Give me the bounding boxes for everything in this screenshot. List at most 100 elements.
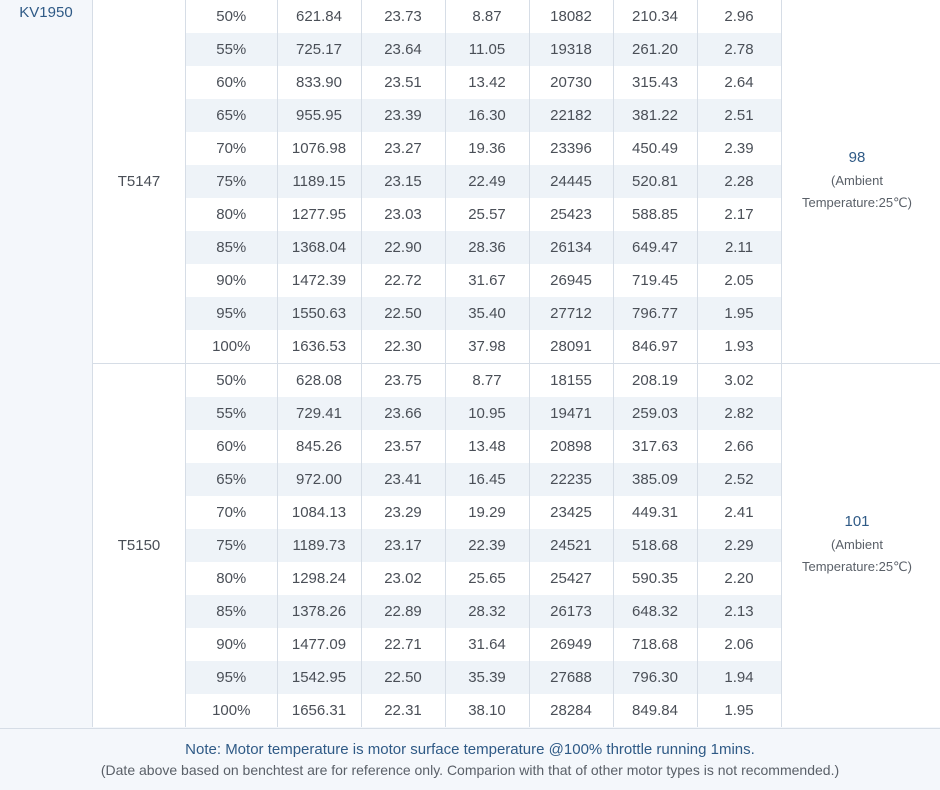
table-row: 50% 628.08 23.75 8.77 18155 208.19 3.02	[186, 364, 782, 397]
thrust-cell: 1472.39	[277, 264, 362, 297]
footer-note: Note: Motor temperature is motor surface…	[185, 741, 755, 758]
throttle-cell: 85%	[186, 231, 278, 264]
efficiency-cell: 2.64	[697, 66, 782, 99]
voltage-cell: 23.15	[361, 165, 446, 198]
rpm-cell: 26949	[529, 628, 614, 661]
efficiency-cell: 2.52	[697, 463, 782, 496]
thrust-cell: 1636.53	[277, 330, 362, 363]
efficiency-cell: 2.20	[697, 562, 782, 595]
voltage-cell: 23.73	[361, 0, 446, 33]
throttle-cell: 70%	[186, 132, 278, 165]
thrust-cell: 833.90	[277, 66, 362, 99]
voltage-cell: 22.71	[361, 628, 446, 661]
efficiency-cell: 1.94	[697, 661, 782, 694]
rpm-cell: 18155	[529, 364, 614, 397]
power-cell: 718.68	[613, 628, 698, 661]
footer-notes: Note: Motor temperature is motor surface…	[0, 728, 940, 790]
table-row: 60% 845.26 23.57 13.48 20898 317.63 2.66	[186, 430, 782, 463]
current-cell: 28.32	[445, 595, 530, 628]
efficiency-cell: 3.02	[697, 364, 782, 397]
rpm-cell: 28091	[529, 330, 614, 363]
throttle-cell: 60%	[186, 66, 278, 99]
efficiency-cell: 2.13	[697, 595, 782, 628]
voltage-cell: 23.39	[361, 99, 446, 132]
power-cell: 649.47	[613, 231, 698, 264]
power-cell: 796.30	[613, 661, 698, 694]
current-cell: 31.67	[445, 264, 530, 297]
rpm-cell: 24445	[529, 165, 614, 198]
voltage-cell: 23.64	[361, 33, 446, 66]
efficiency-cell: 2.06	[697, 628, 782, 661]
table-row: 70% 1076.98 23.27 19.36 23396 450.49 2.39	[186, 132, 782, 165]
current-cell: 35.39	[445, 661, 530, 694]
efficiency-cell: 1.95	[697, 694, 782, 727]
current-cell: 25.65	[445, 562, 530, 595]
throttle-cell: 65%	[186, 463, 278, 496]
table-row: 70% 1084.13 23.29 19.29 23425 449.31 2.41	[186, 496, 782, 529]
throttle-cell: 75%	[186, 529, 278, 562]
rpm-cell: 19471	[529, 397, 614, 430]
throttle-cell: 60%	[186, 430, 278, 463]
current-cell: 10.95	[445, 397, 530, 430]
thrust-cell: 1189.73	[277, 529, 362, 562]
rpm-cell: 28284	[529, 694, 614, 727]
table-row: 85% 1378.26 22.89 28.32 26173 648.32 2.13	[186, 595, 782, 628]
thrust-cell: 845.26	[277, 430, 362, 463]
voltage-cell: 23.57	[361, 430, 446, 463]
power-cell: 849.84	[613, 694, 698, 727]
power-cell: 385.09	[613, 463, 698, 496]
thrust-cell: 1076.98	[277, 132, 362, 165]
thrust-cell: 1477.09	[277, 628, 362, 661]
current-cell: 16.45	[445, 463, 530, 496]
thrust-cell: 1277.95	[277, 198, 362, 231]
table-row: 80% 1277.95 23.03 25.57 25423 588.85 2.17	[186, 198, 782, 231]
prop-group-t5150: T5150 50% 628.08 23.75 8.77 18155 208.19 3.02 5…	[93, 364, 940, 727]
throttle-cell: 85%	[186, 595, 278, 628]
voltage-cell: 22.31	[361, 694, 446, 727]
thrust-cell: 1084.13	[277, 496, 362, 529]
power-cell: 590.35	[613, 562, 698, 595]
current-cell: 19.36	[445, 132, 530, 165]
table-row: 55% 725.17 23.64 11.05 19318 261.20 2.78	[186, 33, 782, 66]
current-cell: 8.87	[445, 0, 530, 33]
table-row: 75% 1189.15 23.15 22.49 24445 520.81 2.28	[186, 165, 782, 198]
rpm-cell: 22235	[529, 463, 614, 496]
kv-column: KV1950	[0, 0, 93, 727]
rpm-cell: 20730	[529, 66, 614, 99]
rpm-cell: 25427	[529, 562, 614, 595]
table-row: 75% 1189.73 23.17 22.39 24521 518.68 2.29	[186, 529, 782, 562]
rpm-cell: 26173	[529, 595, 614, 628]
power-cell: 520.81	[613, 165, 698, 198]
rpm-cell: 19318	[529, 33, 614, 66]
rpm-cell: 26134	[529, 231, 614, 264]
current-cell: 28.36	[445, 231, 530, 264]
rpm-cell: 27688	[529, 661, 614, 694]
data-rows: 50% 628.08 23.75 8.77 18155 208.19 3.02 55% 729.…	[186, 364, 782, 727]
throttle-cell: 95%	[186, 297, 278, 330]
thrust-cell: 725.17	[277, 33, 362, 66]
voltage-cell: 23.27	[361, 132, 446, 165]
footer-disclaimer: (Date above based on benchtest are for r…	[100, 762, 840, 778]
thrust-cell: 1550.63	[277, 297, 362, 330]
voltage-cell: 23.02	[361, 562, 446, 595]
power-cell: 259.03	[613, 397, 698, 430]
power-cell: 210.34	[613, 0, 698, 33]
voltage-cell: 22.89	[361, 595, 446, 628]
rpm-cell: 25423	[529, 198, 614, 231]
power-cell: 588.85	[613, 198, 698, 231]
current-cell: 22.39	[445, 529, 530, 562]
voltage-cell: 23.66	[361, 397, 446, 430]
efficiency-cell: 2.66	[697, 430, 782, 463]
power-cell: 518.68	[613, 529, 698, 562]
current-cell: 13.48	[445, 430, 530, 463]
efficiency-cell: 2.28	[697, 165, 782, 198]
table-row: 90% 1472.39 22.72 31.67 26945 719.45 2.05	[186, 264, 782, 297]
prop-name: T5147	[93, 0, 186, 363]
temperature-value: 101	[844, 513, 870, 530]
thrust-cell: 1189.15	[277, 165, 362, 198]
throttle-cell: 75%	[186, 165, 278, 198]
efficiency-cell: 2.39	[697, 132, 782, 165]
temperature-value: 98	[848, 149, 866, 166]
thrust-cell: 1542.95	[277, 661, 362, 694]
efficiency-cell: 2.41	[697, 496, 782, 529]
